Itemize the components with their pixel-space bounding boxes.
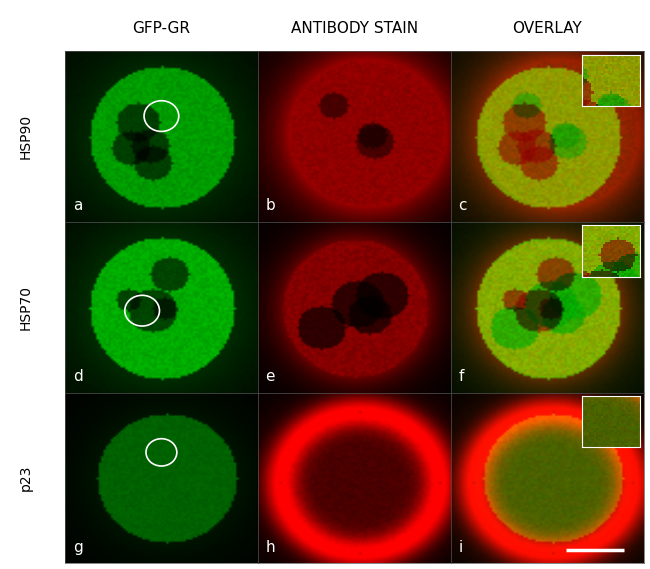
Text: p23: p23 [19, 465, 33, 491]
Text: HSP90: HSP90 [19, 114, 33, 159]
Text: g: g [73, 540, 83, 555]
Text: d: d [73, 369, 83, 384]
Text: c: c [458, 199, 467, 213]
Text: h: h [266, 540, 275, 555]
Text: ANTIBODY STAIN: ANTIBODY STAIN [291, 21, 418, 36]
Text: i: i [458, 540, 463, 555]
Text: HSP70: HSP70 [19, 284, 33, 330]
Text: b: b [266, 199, 276, 213]
Text: GFP-GR: GFP-GR [133, 21, 190, 36]
Text: e: e [266, 369, 275, 384]
Text: a: a [73, 199, 82, 213]
Text: f: f [458, 369, 463, 384]
Text: OVERLAY: OVERLAY [512, 21, 582, 36]
